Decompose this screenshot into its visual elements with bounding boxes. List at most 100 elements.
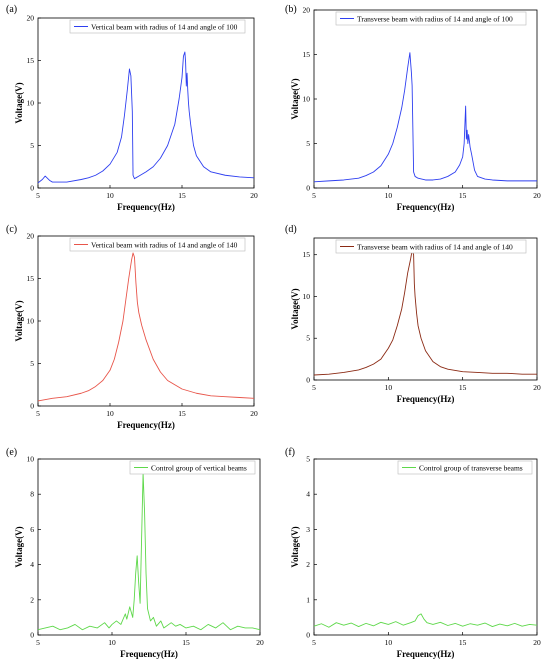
series-line-1 [37,51,255,184]
y-tick-label: 15 [303,50,311,59]
x-tick-label: 5 [312,638,316,647]
x-axis-title: Frequency(Hz) [397,202,455,212]
series-line-1 [313,250,537,376]
legend-box [335,239,527,254]
chart-panel-2: (b)5 10 15 2005101520Frequency(Hz)Voltage(V… [285,4,541,212]
y-axis-title: Voltage(V) [14,300,24,341]
chart-panel-1: (a)5 10 15 2005101520Frequency(Hz)Voltage(V… [6,4,258,212]
x-axis-title: Frequency(Hz) [120,649,178,659]
series-line-1 [37,472,261,631]
y-tick-label: 3 [306,525,310,534]
legend: Control group of vertical beams [129,460,256,475]
y-tick-label: 1 [306,595,310,604]
y-tick-label: 4 [306,490,310,499]
x-tick-label: 15 [178,409,186,418]
legend-box [69,19,246,34]
y-axis-title: Voltage(V) [290,526,300,567]
legend-box [397,460,533,475]
y-tick-label: 0 [306,376,310,385]
y-tick-label: 15 [27,274,35,283]
x-tick-label: 10 [385,383,393,392]
y-tick-label: 20 [27,232,35,241]
panel-label: (a) [6,4,17,15]
y-tick-label: 8 [30,490,34,499]
plot-frame [37,17,255,189]
series-line-1 [313,613,538,628]
y-tick-label: 2 [30,595,34,604]
x-tick-label: 5 [312,383,316,392]
legend: Control group of transverse beams [397,460,533,475]
y-axis-title: Voltage(V) [14,526,24,567]
chart-panel-4: (d)5 10 15 20051015Frequency(Hz)Voltage(V)T… [285,224,541,404]
chart-panel-5: (e) 5 10 15 20 0 2 4 6 8 10 Frequency(Hz) Voltage(V)… [6,447,264,659]
x-tick-label: 20 [533,191,541,200]
y-tick-label: 5 [30,359,34,368]
x-tick-label: 20 [250,409,258,418]
x-tick-label: 20 [256,638,264,647]
legend-box [69,237,246,252]
legend-entry: Control group of transverse beams [419,463,523,472]
legend-entry: Control group of vertical beams [151,463,247,472]
y-tick-label: 6 [30,525,34,534]
y-tick-label: 2 [306,560,310,569]
legend-entry: Vertical beam with radius of 14 and angl… [91,240,238,249]
x-tick-label: 15 [459,191,467,200]
y-axis-title: Voltage(V) [290,78,300,119]
plot-frame [313,458,538,636]
y-tick-label: 15 [27,56,35,65]
y-axis-title: Voltage(V) [290,288,300,329]
legend-entry: Transverse beam with radius of 14 and an… [357,14,513,23]
legend-box [335,11,527,26]
x-tick-label: 5 [36,409,40,418]
y-tick-label: 0 [306,631,310,640]
y-tick-label: 5 [306,455,310,464]
x-tick-label: 10 [106,191,114,200]
panel-label: (b) [285,4,297,15]
y-tick-label: 0 [30,184,34,193]
x-tick-label: 15 [178,191,186,200]
x-tick-label: 15 [182,638,190,647]
y-tick-label: 10 [27,455,35,464]
x-tick-label: 10 [385,191,393,200]
plot-frame [313,9,538,189]
panel-label: (c) [6,224,17,235]
x-axis-title: Frequency(Hz) [117,202,175,212]
y-tick-label: 20 [303,6,311,15]
y-tick-label: 10 [303,292,311,301]
x-tick-label: 10 [385,638,393,647]
x-tick-label: 10 [108,638,116,647]
panel-label: (f) [285,447,295,458]
y-tick-label: 4 [30,560,34,569]
x-axis-title: Frequency(Hz) [397,649,455,659]
y-axis-title: Voltage(V) [14,82,24,123]
y-tick-label: 5 [306,139,310,148]
plot-frame [37,235,255,407]
x-tick-label: 15 [459,383,467,392]
y-tick-label: 15 [303,250,311,259]
panel-label: (e) [6,447,17,458]
y-tick-label: 5 [30,141,34,150]
x-axis-title: Frequency(Hz) [117,420,175,430]
x-axis-title: Frequency(Hz) [397,394,455,404]
y-tick-label: 0 [30,402,34,411]
y-tick-label: 0 [30,631,34,640]
y-tick-label: 10 [27,317,35,326]
x-tick-label: 10 [106,409,114,418]
y-tick-label: 10 [303,95,311,104]
x-tick-label: 5 [36,191,40,200]
plot-frame [313,237,538,381]
x-tick-label: 5 [312,191,316,200]
y-tick-label: 10 [27,99,35,108]
legend: Vertical beam with radius of 14 and angl… [69,237,246,252]
x-tick-label: 20 [250,191,258,200]
series-line-1 [37,252,255,402]
y-tick-label: 20 [27,14,35,23]
x-tick-label: 20 [533,638,541,647]
legend-entry: Transverse beam with radius of 14 and an… [357,242,513,251]
chart-panel-3: (c)5 10 15 2005101520Frequency(Hz)Voltage(V… [6,224,258,430]
x-tick-label: 15 [459,638,467,647]
legend-box [129,460,256,475]
legend: Transverse beam with radius of 14 and an… [335,11,527,26]
plot-frame [37,458,261,636]
